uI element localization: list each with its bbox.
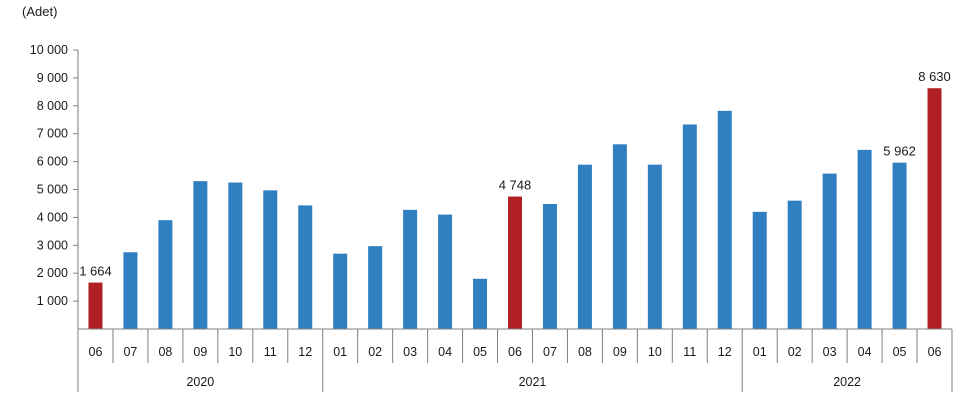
x-tick-label: 04 bbox=[438, 345, 452, 359]
x-tick-label: 08 bbox=[578, 345, 592, 359]
bar bbox=[752, 211, 767, 329]
x-tick-label: 05 bbox=[473, 345, 487, 359]
y-tick-label: 10 000 bbox=[30, 43, 68, 57]
bar bbox=[368, 246, 383, 329]
x-tick-label: 12 bbox=[718, 345, 732, 359]
x-tick-label: 02 bbox=[368, 345, 382, 359]
x-tick-label: 01 bbox=[753, 345, 767, 359]
x-tick-label: 06 bbox=[928, 345, 942, 359]
bar bbox=[787, 200, 802, 329]
data-label: 8 630 bbox=[918, 69, 951, 84]
y-tick-label: 7 000 bbox=[37, 127, 68, 141]
x-tick-label: 11 bbox=[264, 345, 277, 359]
x-tick-label: 07 bbox=[543, 345, 557, 359]
bar bbox=[403, 209, 418, 329]
bar bbox=[228, 182, 243, 329]
y-tick-label: 9 000 bbox=[37, 71, 68, 85]
y-axis: 1 000 2 000 3 000 4 000 5 000 6 000 7 000 8 000… bbox=[30, 43, 79, 329]
bar bbox=[647, 164, 662, 329]
bar bbox=[263, 190, 278, 329]
bar bbox=[857, 149, 872, 329]
unit-label: (Adet) bbox=[22, 4, 57, 19]
bar bbox=[612, 144, 627, 329]
data-labels: 1 664 4 748 5 962 8 630 bbox=[79, 69, 951, 278]
bar bbox=[158, 220, 173, 329]
x-tick-label: 11 bbox=[683, 345, 696, 359]
y-tick-label: 8 000 bbox=[37, 99, 68, 113]
bar bbox=[193, 181, 208, 329]
bar bbox=[577, 164, 592, 329]
data-label: 1 664 bbox=[79, 264, 112, 279]
bar bbox=[822, 173, 837, 329]
x-tick-label: 12 bbox=[298, 345, 312, 359]
x-tick-label: 06 bbox=[508, 345, 522, 359]
bar bbox=[123, 252, 138, 329]
y-tick-label: 4 000 bbox=[37, 210, 68, 224]
y-tick-label: 6 000 bbox=[37, 155, 68, 169]
x-tick-label: 09 bbox=[193, 345, 207, 359]
bar bbox=[473, 278, 488, 329]
y-tick-label: 3 000 bbox=[37, 238, 68, 252]
year-label: 2020 bbox=[186, 375, 214, 389]
x-tick-label: 10 bbox=[228, 345, 242, 359]
x-tick-label: 04 bbox=[858, 345, 872, 359]
bar bbox=[88, 282, 103, 329]
bar bbox=[298, 205, 313, 329]
x-tick-label: 06 bbox=[89, 345, 103, 359]
bar bbox=[542, 204, 557, 329]
data-label: 5 962 bbox=[883, 144, 916, 159]
x-tick-label: 10 bbox=[648, 345, 662, 359]
x-tick-label: 01 bbox=[333, 345, 347, 359]
bar bbox=[927, 88, 942, 330]
bar bbox=[508, 196, 522, 329]
x-axis: 06 07 08 09 10 11 12 01 02 03 04 05 06 07 08 09 10 11 12 01… bbox=[77, 328, 953, 392]
x-tick-label: 03 bbox=[823, 345, 837, 359]
bar bbox=[682, 124, 697, 329]
x-tick-label: 09 bbox=[613, 345, 627, 359]
year-label: 2021 bbox=[519, 375, 547, 389]
y-tick-label: 5 000 bbox=[37, 183, 68, 197]
data-label: 4 748 bbox=[499, 178, 532, 193]
bar bbox=[892, 162, 907, 329]
x-tick-label: 03 bbox=[403, 345, 417, 359]
y-tick-label: 2 000 bbox=[37, 266, 68, 280]
year-label: 2022 bbox=[833, 375, 861, 389]
y-tick-label: 1 000 bbox=[37, 294, 68, 308]
bars bbox=[88, 88, 942, 330]
x-tick-label: 02 bbox=[788, 345, 802, 359]
x-tick-label: 05 bbox=[893, 345, 907, 359]
bar bbox=[333, 253, 348, 329]
bar bbox=[717, 110, 732, 330]
bar bbox=[438, 214, 453, 329]
x-tick-label: 07 bbox=[123, 345, 137, 359]
x-tick-label: 08 bbox=[158, 345, 172, 359]
